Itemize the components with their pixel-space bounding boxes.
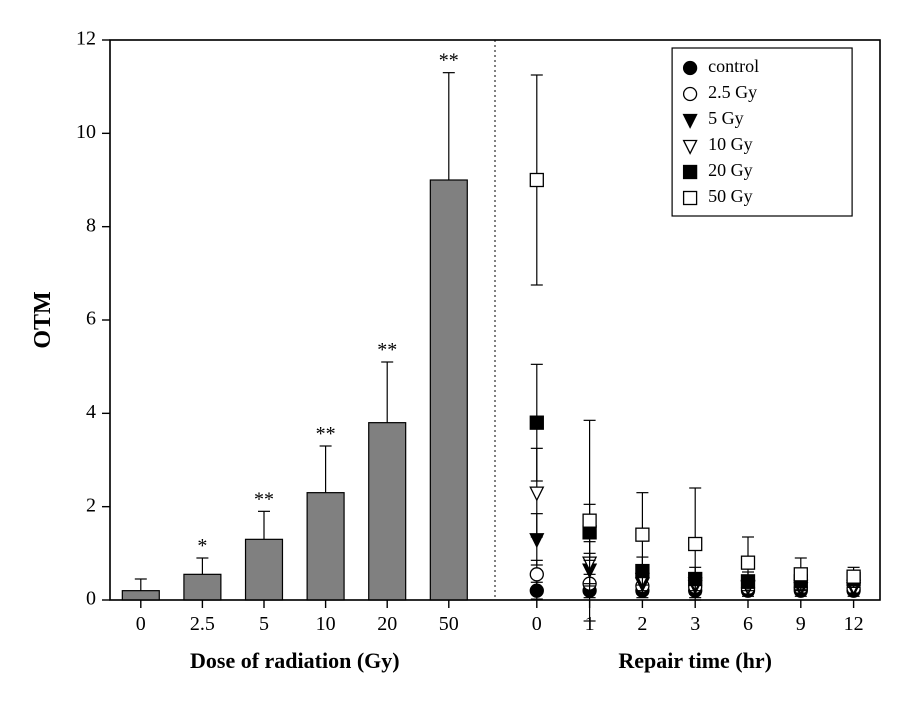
x-tick-label: 10 bbox=[316, 613, 336, 635]
svg-text:10: 10 bbox=[76, 121, 96, 143]
x-tick-label: 20 bbox=[377, 613, 397, 635]
svg-text:4: 4 bbox=[86, 401, 96, 423]
x-tick-label: 0 bbox=[532, 613, 542, 635]
bar bbox=[246, 539, 283, 600]
svg-text:12: 12 bbox=[76, 28, 96, 50]
svg-text:OTM: OTM bbox=[30, 291, 56, 348]
x-tick-label: 12 bbox=[844, 613, 864, 635]
bar bbox=[430, 180, 467, 600]
bar bbox=[307, 493, 344, 600]
legend-label: control bbox=[708, 56, 759, 76]
svg-text:8: 8 bbox=[86, 214, 96, 236]
significance-label: ** bbox=[439, 50, 459, 72]
x-tick-label: 5 bbox=[259, 613, 269, 635]
legend-label: 50 Gy bbox=[708, 186, 753, 206]
svg-text:2: 2 bbox=[86, 494, 96, 516]
significance-label: ** bbox=[316, 423, 336, 445]
x-tick-label: 6 bbox=[743, 613, 753, 635]
bar bbox=[122, 591, 159, 600]
x-tick-label: 2.5 bbox=[190, 613, 215, 635]
x-tick-label: 2 bbox=[637, 613, 647, 635]
x-tick-label: 0 bbox=[136, 613, 146, 635]
x-tick-label: 3 bbox=[690, 613, 700, 635]
left-xaxis-label: Dose of radiation (Gy) bbox=[190, 648, 400, 673]
x-tick-label: 1 bbox=[585, 613, 595, 635]
x-tick-label: 50 bbox=[439, 613, 459, 635]
chart-container: 024681012OTM*********02.55102050Dose of … bbox=[0, 0, 920, 712]
legend-box bbox=[672, 48, 852, 216]
svg-text:0: 0 bbox=[86, 588, 96, 610]
legend-label: 10 Gy bbox=[708, 134, 753, 154]
legend-label: 5 Gy bbox=[708, 108, 744, 128]
svg-text:6: 6 bbox=[86, 308, 96, 330]
x-tick-label: 9 bbox=[796, 613, 806, 635]
significance-label: * bbox=[197, 535, 207, 557]
bar bbox=[369, 423, 406, 600]
legend-label: 20 Gy bbox=[708, 160, 753, 180]
chart-svg: 024681012OTM*********02.55102050Dose of … bbox=[0, 0, 920, 712]
significance-label: ** bbox=[377, 339, 397, 361]
right-xaxis-label: Repair time (hr) bbox=[618, 648, 772, 673]
legend-label: 2.5 Gy bbox=[708, 82, 757, 102]
significance-label: ** bbox=[254, 488, 274, 510]
bar bbox=[184, 574, 221, 600]
